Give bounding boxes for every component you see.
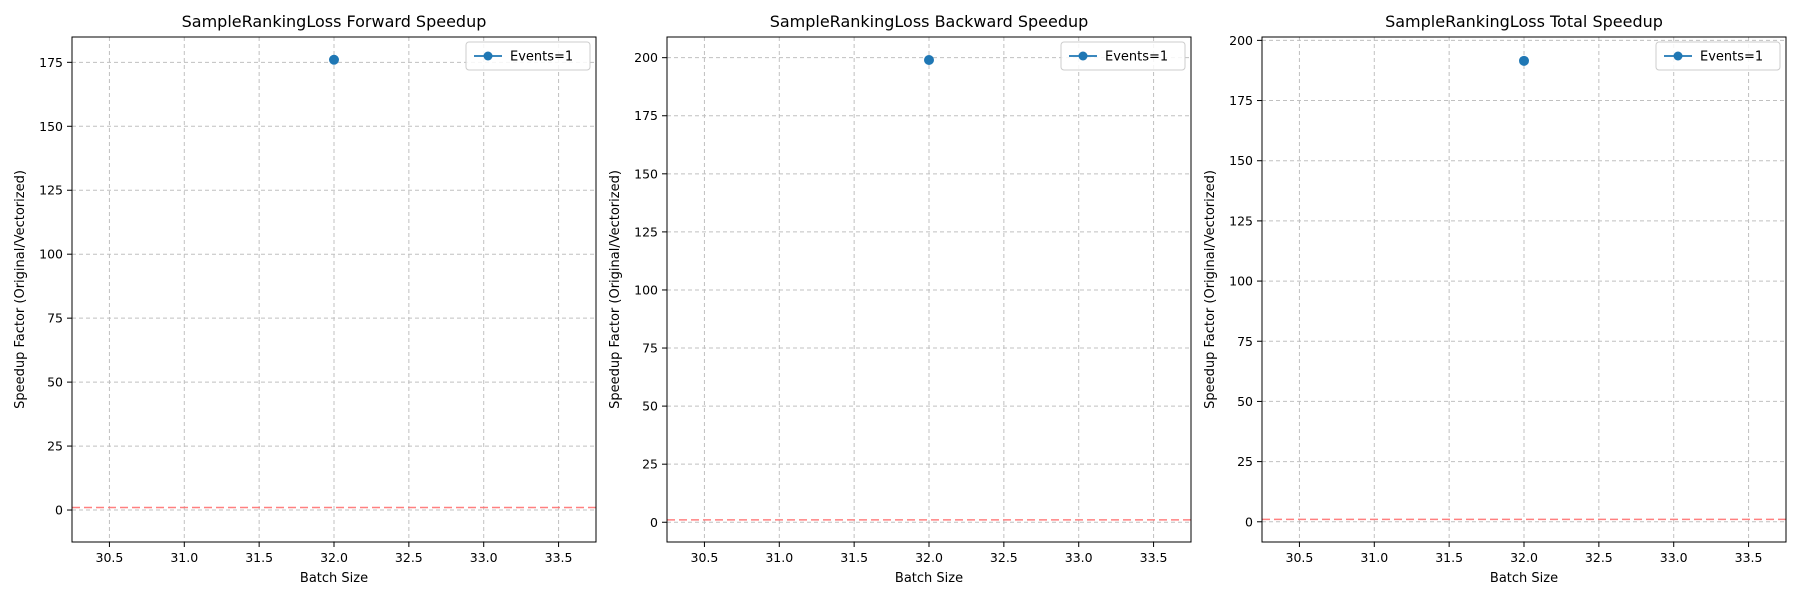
y-tick-label: 75 <box>47 311 63 326</box>
y-tick-label: 50 <box>47 375 63 390</box>
x-tick-label: 32.0 <box>915 550 943 565</box>
data-point <box>329 54 339 65</box>
y-tick-label: 150 <box>39 119 63 134</box>
legend-box <box>1655 41 1781 71</box>
y-tick-label: 25 <box>47 439 63 454</box>
x-axis-label: Batch Size <box>300 571 368 586</box>
y-tick-label: 25 <box>1237 454 1253 469</box>
x-tick-label: 33.5 <box>1140 550 1168 565</box>
chart-title: SampleRankingLoss Backward Speedup <box>770 12 1089 31</box>
x-tick-label: 32.0 <box>1510 550 1538 565</box>
chart-title: SampleRankingLoss Forward Speedup <box>182 12 487 31</box>
chart-panel-3: 30.5 31.0 31.5 32.0 32.5 33.0 33.5 0 25 50 75 100 12… <box>1203 12 1787 586</box>
legend-label: Events=1 <box>1105 50 1168 65</box>
y-tick-label: 50 <box>642 399 658 414</box>
x-tick-label: 31.5 <box>245 550 273 565</box>
x-tick-label: 33.5 <box>1735 550 1763 565</box>
x-tick-label: 32.5 <box>1585 550 1613 565</box>
x-tick-label: 30.5 <box>1286 550 1314 565</box>
y-axis-label: Speedup Factor (Original/Vectorized) <box>13 170 28 409</box>
y-axis-label: Speedup Factor (Original/Vectorized) <box>1203 170 1218 409</box>
y-tick-label: 175 <box>39 55 63 70</box>
legend-point-marker <box>1078 51 1088 61</box>
x-axis-label: Batch Size <box>895 571 963 586</box>
y-tick-label: 100 <box>1229 274 1253 289</box>
y-tick-label: 200 <box>1229 33 1253 48</box>
y-tick-label: 125 <box>1229 213 1253 228</box>
legend: Events=1 <box>465 41 591 71</box>
x-tick-label: 30.5 <box>691 550 719 565</box>
y-tick-label: 150 <box>1229 153 1253 168</box>
y-tick-label: 100 <box>634 282 658 297</box>
legend-point-marker <box>483 51 493 61</box>
y-tick-label: 125 <box>39 183 63 198</box>
y-tick-label: 50 <box>1237 394 1253 409</box>
x-tick-label: 32.5 <box>395 550 423 565</box>
legend-box <box>465 41 591 71</box>
legend-label: Events=1 <box>510 50 573 65</box>
x-tick-label: 32.0 <box>320 550 348 565</box>
chart-panel-2: 30.5 31.0 31.5 32.0 32.5 33.0 33.5 0 25 50 75 100 12… <box>608 12 1192 586</box>
y-tick-label: 200 <box>634 50 658 65</box>
chart-panel-1: 30.5 31.0 31.5 32.0 32.5 33.0 33.5 0 25 50 75 100 12… <box>13 12 597 586</box>
y-tick-label: 175 <box>634 108 658 123</box>
x-tick-label: 33.0 <box>1065 550 1093 565</box>
data-point <box>1519 55 1529 66</box>
legend-label: Events=1 <box>1700 50 1763 65</box>
x-tick-label: 32.5 <box>990 550 1018 565</box>
x-tick-label: 33.0 <box>1660 550 1688 565</box>
y-tick-label: 175 <box>1229 93 1253 108</box>
y-tick-label: 0 <box>650 515 658 530</box>
data-point <box>924 54 934 65</box>
x-tick-label: 31.5 <box>1435 550 1463 565</box>
x-tick-label: 31.0 <box>170 550 198 565</box>
y-tick-label: 25 <box>642 457 658 472</box>
legend-box <box>1060 41 1186 71</box>
y-tick-label: 75 <box>1237 334 1253 349</box>
chart-title: SampleRankingLoss Total Speedup <box>1385 12 1663 31</box>
x-tick-label: 31.5 <box>840 550 868 565</box>
y-tick-label: 75 <box>642 341 658 356</box>
y-axis-label: Speedup Factor (Original/Vectorized) <box>608 170 623 409</box>
y-tick-label: 125 <box>634 224 658 239</box>
y-tick-label: 0 <box>1245 514 1253 529</box>
y-tick-label: 150 <box>634 166 658 181</box>
legend: Events=1 <box>1655 41 1781 71</box>
x-tick-label: 33.5 <box>545 550 573 565</box>
y-tick-label: 100 <box>39 247 63 262</box>
x-tick-label: 31.0 <box>1360 550 1388 565</box>
x-tick-label: 30.5 <box>96 550 124 565</box>
legend: Events=1 <box>1060 41 1186 71</box>
x-tick-label: 31.0 <box>765 550 793 565</box>
x-axis-label: Batch Size <box>1490 571 1558 586</box>
y-tick-label: 0 <box>55 503 63 518</box>
legend-point-marker <box>1673 51 1683 61</box>
x-tick-label: 33.0 <box>470 550 498 565</box>
